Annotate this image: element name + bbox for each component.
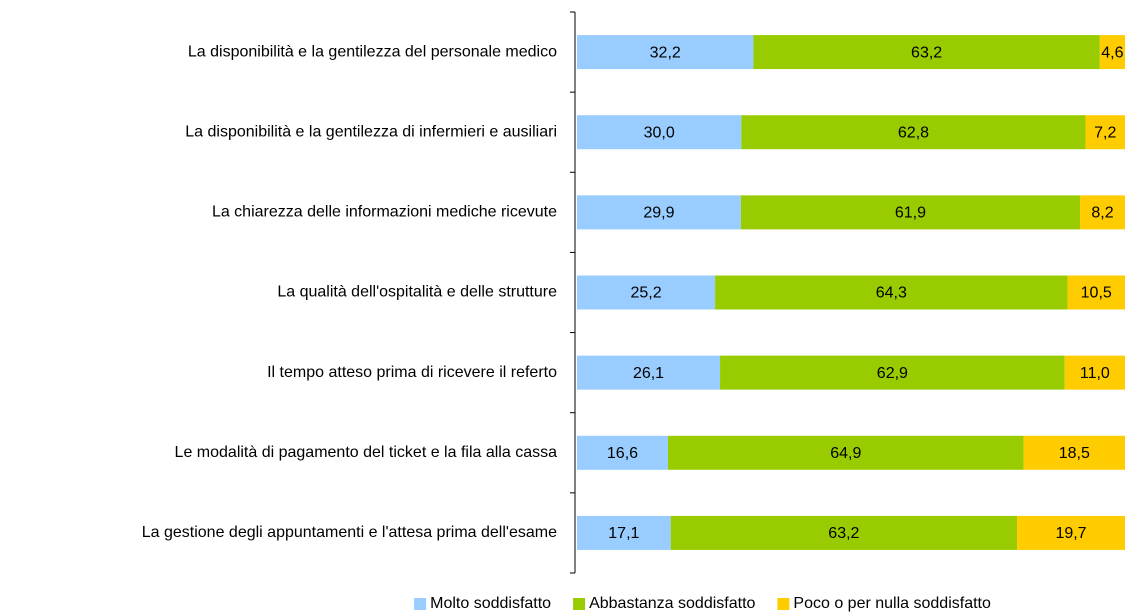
legend: Molto soddisfatto Abbastanza soddisfatto P… (414, 595, 991, 612)
category-label: La gestione degli appuntamenti e l'attes… (142, 524, 557, 541)
bar-segment (1080, 195, 1125, 230)
data-label: 8,2 (1091, 205, 1113, 222)
bar-segment (1099, 35, 1125, 70)
data-label: 64,9 (830, 445, 861, 462)
data-label: 19,7 (1055, 525, 1086, 542)
legend-label: Poco o per nulla soddisfatto (793, 595, 991, 612)
bar-segment (667, 435, 1024, 470)
bar-segment (670, 515, 1018, 550)
category-label: La disponibilità e la gentilezza di infe… (185, 123, 557, 140)
bar-segment (577, 115, 742, 150)
data-label: 32,2 (650, 44, 681, 61)
bar-segment (1023, 435, 1125, 470)
data-label: 62,9 (877, 365, 908, 382)
bar-segment (577, 35, 754, 70)
data-label: 11,0 (1080, 365, 1110, 382)
bar-segment (741, 115, 1086, 150)
data-label: 4,6 (1101, 44, 1123, 61)
data-label: 63,2 (828, 525, 859, 542)
data-label: 64,3 (876, 285, 907, 302)
category-label: La chiarezza delle informazioni mediche … (212, 204, 557, 221)
bar-segment (1085, 115, 1125, 150)
bar-segment (720, 355, 1065, 390)
bar-segment (753, 35, 1100, 70)
bar-segment (577, 195, 741, 230)
data-label: 25,2 (630, 285, 661, 302)
bar-segment (577, 435, 668, 470)
bar-segment (1067, 275, 1125, 310)
bar-segment (1017, 515, 1125, 550)
data-label: 63,2 (911, 44, 942, 61)
bar-segment (740, 195, 1081, 230)
bar-segment (1064, 355, 1125, 390)
bar-segment (577, 515, 671, 550)
category-label: La disponibilità e la gentilezza del per… (188, 43, 557, 60)
data-label: 17,1 (608, 525, 639, 542)
data-label: 61,9 (895, 205, 926, 222)
data-label: 26,1 (633, 365, 664, 382)
data-label: 7,2 (1094, 124, 1116, 141)
legend-swatch (573, 598, 586, 610)
legend-swatch (414, 598, 427, 610)
bar-segment (577, 355, 721, 390)
data-label: 18,5 (1059, 445, 1090, 462)
legend-swatch (777, 598, 790, 610)
bar-segment (715, 275, 1068, 310)
data-label: 10,5 (1081, 285, 1112, 302)
category-label: Il tempo atteso prima di ricevere il ref… (267, 364, 557, 381)
legend-label: Abbastanza soddisfatto (589, 595, 755, 612)
data-label: 29,9 (643, 205, 674, 222)
data-label: 62,8 (898, 124, 929, 141)
data-label: 16,6 (607, 445, 638, 462)
category-label: Le modalità di pagamento del ticket e la… (175, 444, 558, 461)
legend-label: Molto soddisfatto (430, 595, 551, 612)
category-label: La qualità dell'ospitalità e delle strut… (277, 284, 557, 301)
data-label: 30,0 (644, 124, 675, 141)
bar-segment (577, 275, 716, 310)
